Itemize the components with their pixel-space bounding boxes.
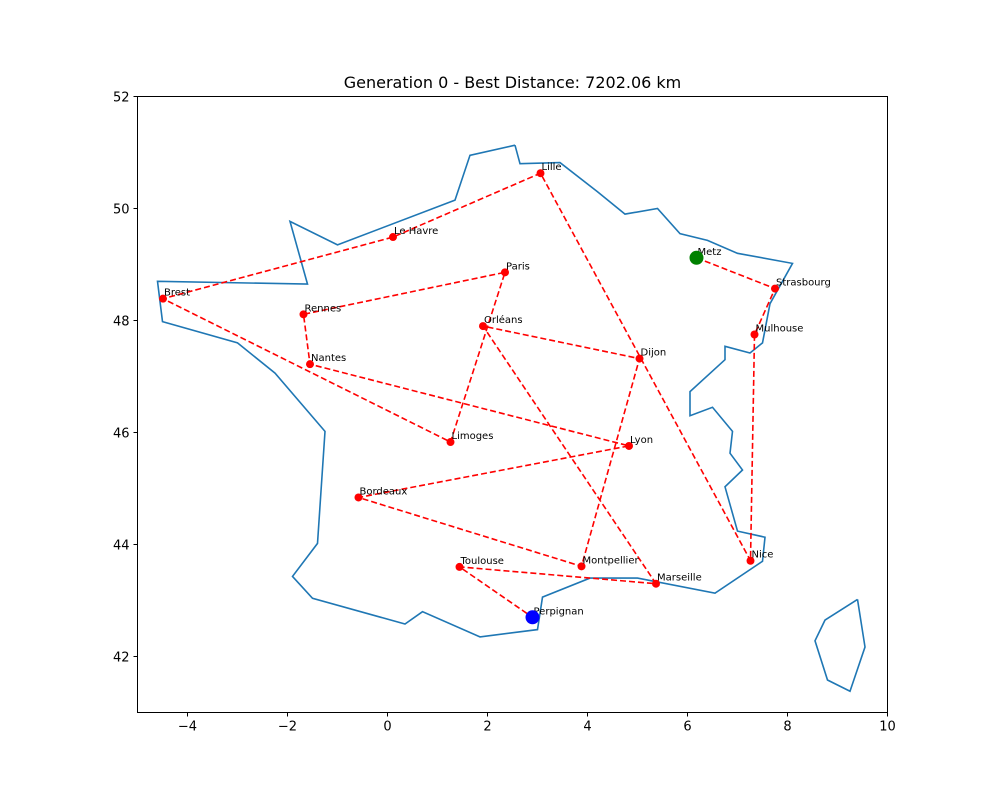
x-tick-label: −4 <box>178 720 197 735</box>
city-point-le-havre <box>389 233 397 242</box>
y-tick-label: 48 <box>113 315 130 330</box>
france-border-line <box>156 144 794 638</box>
y-tick-label: 44 <box>113 539 130 554</box>
x-tick-label: 6 <box>683 720 691 735</box>
city-label-toulouse: Toulouse <box>460 556 504 567</box>
x-axis: −4 −2 0 2 4 6 8 10 <box>178 712 896 735</box>
city-label-paris: Paris <box>506 261 530 272</box>
city-label-metz: Metz <box>698 247 722 258</box>
city-point-nice <box>746 556 755 565</box>
city-point-rennes <box>299 310 308 319</box>
city-point-lille <box>536 169 545 178</box>
city-point-limoges <box>446 438 455 447</box>
city-label-orl-ans: Orléans <box>484 314 523 326</box>
city-point-brest <box>159 294 167 303</box>
chart-title: Generation 0 - Best Distance: 7202.06 km <box>344 73 682 92</box>
city-point-orl-ans <box>479 322 487 331</box>
city-label-lille: Lille <box>542 162 562 173</box>
city-label-brest: Brest <box>164 288 190 299</box>
city-label-perpignan: Perpignan <box>534 606 584 617</box>
city-point-paris <box>501 268 509 277</box>
city-label-mulhouse: Mulhouse <box>756 324 804 335</box>
city-label-bordeaux: Bordeaux <box>360 486 408 497</box>
y-tick-label: 42 <box>113 651 130 666</box>
x-tick-label: −2 <box>278 720 297 735</box>
y-axis: 42 44 46 48 50 52 <box>113 91 138 666</box>
corsica-border-line <box>814 598 866 693</box>
city-point-dijon <box>635 354 644 363</box>
y-tick-label: 46 <box>113 427 130 442</box>
x-tick-label: 2 <box>483 720 491 735</box>
y-tick-label: 52 <box>113 91 130 106</box>
city-label-nice: Nice <box>752 550 774 561</box>
city-label-marseille: Marseille <box>657 573 702 584</box>
x-tick-label: 8 <box>783 720 791 735</box>
y-tick-label: 50 <box>113 203 130 218</box>
city-point-montpellier <box>577 562 586 571</box>
start-city-marker <box>689 250 704 265</box>
city-label-rennes: Rennes <box>305 303 342 314</box>
city-label-nantes: Nantes <box>311 353 346 364</box>
x-tick-label: 4 <box>583 720 591 735</box>
city-point-toulouse <box>455 562 464 571</box>
x-tick-label: 10 <box>879 720 896 735</box>
city-label-montpellier: Montpellier <box>583 555 640 566</box>
city-label-le-havre: Le Havre <box>394 226 438 237</box>
city-point-bordeaux <box>354 493 363 502</box>
city-label-strasbourg: Strasbourg <box>776 278 831 289</box>
city-point-nantes <box>306 360 314 369</box>
city-label-dijon: Dijon <box>641 348 667 359</box>
city-point-marseille <box>652 579 660 588</box>
city-label-limoges: Limoges <box>452 431 494 442</box>
city-point-mulhouse <box>750 330 759 339</box>
city-point-strasbourg <box>771 284 779 293</box>
city-label-lyon: Lyon <box>630 435 653 446</box>
end-city-marker <box>525 610 540 625</box>
plot-area: Paris Marseille Lyon Toulouse Nice Nantes Stra… <box>156 144 866 693</box>
x-tick-label: 0 <box>383 720 391 735</box>
city-point-lyon <box>625 441 633 450</box>
axes-frame <box>137 96 888 713</box>
